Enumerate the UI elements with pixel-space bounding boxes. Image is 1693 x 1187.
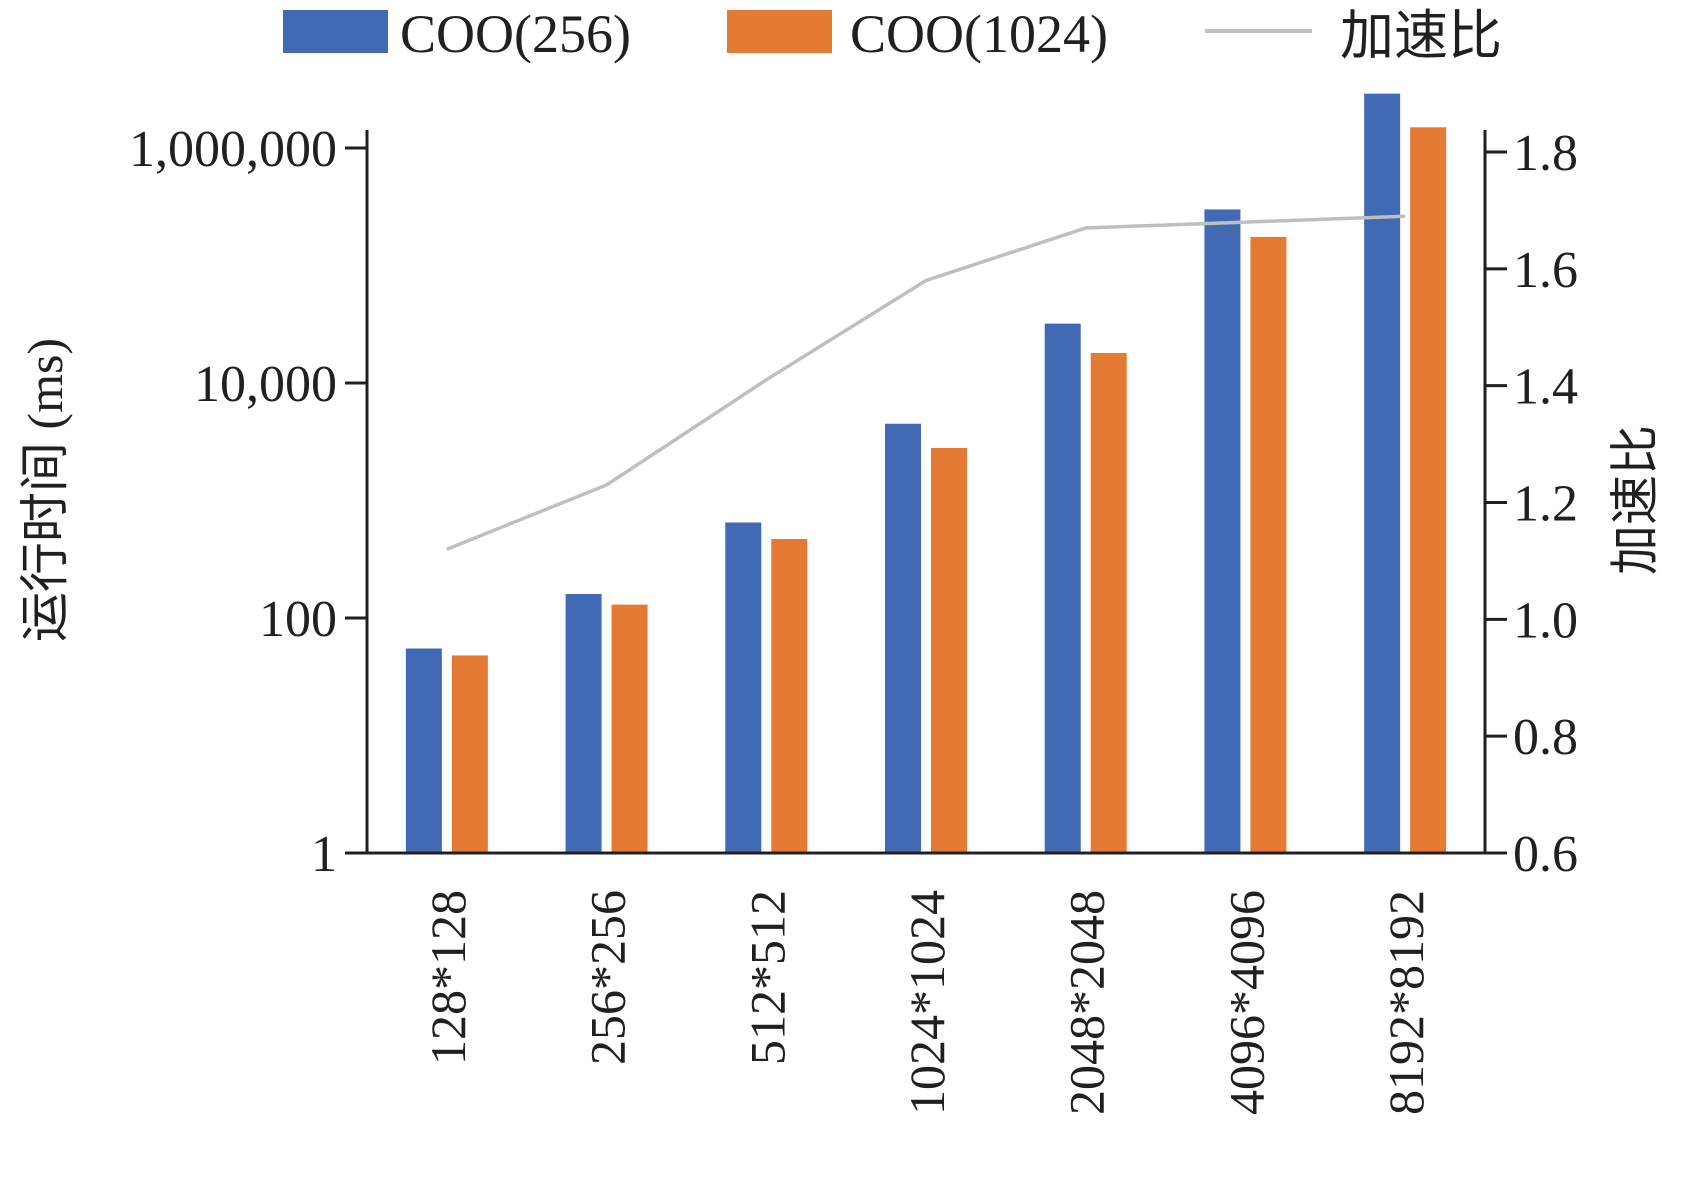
bar-series1-7 <box>1364 93 1401 854</box>
bar-series1-2 <box>565 594 602 853</box>
y2-tick-label: 1.8 <box>1513 125 1578 182</box>
speedup-line-group <box>446 214 1406 551</box>
x-tick-label: 128*128 <box>420 890 476 1065</box>
y2-tick-label: 0.8 <box>1513 709 1578 766</box>
bar-series2-4 <box>931 447 967 853</box>
speedup-point-5 <box>1085 227 1087 229</box>
y-tick-label: 1,000,000 <box>129 121 337 178</box>
x-tick-label: 2048*2048 <box>1059 890 1115 1115</box>
legend-label-coo1024: COO(1024) <box>850 4 1108 64</box>
legend-swatch-coo1024 <box>727 10 832 53</box>
speedup-point-4 <box>925 280 927 282</box>
speedup-point-7 <box>1404 215 1406 217</box>
x-tick-label: 256*256 <box>580 890 636 1065</box>
y2-tick-label: 1.2 <box>1513 476 1578 533</box>
bar-series2-1 <box>451 655 488 853</box>
speedup-point-3 <box>765 379 767 381</box>
bar-series2-2 <box>611 604 648 853</box>
bar-series1-5 <box>1044 323 1081 853</box>
legend-swatch-coo256 <box>283 10 388 53</box>
bar-series1-3 <box>725 522 762 853</box>
legend: COO(256) COO(1024) 加速比 <box>283 4 1502 66</box>
speedup-point-2 <box>606 484 608 486</box>
bar-series2-5 <box>1090 353 1127 853</box>
y-tick-label: 1 <box>311 826 337 883</box>
bar-series2-3 <box>771 539 808 853</box>
bar-series1-6 <box>1204 209 1241 854</box>
y2-tick-label: 1.0 <box>1513 592 1578 649</box>
legend-label-coo256: COO(256) <box>400 4 631 64</box>
bar-series2-6 <box>1250 236 1287 854</box>
x-tick-label: 8192*8192 <box>1378 890 1434 1115</box>
y-tick-label: 10,000 <box>194 356 337 413</box>
y2-tick-label: 0.6 <box>1513 826 1578 883</box>
x-tick-label: 4096*4096 <box>1218 890 1274 1115</box>
y2-tick-label: 1.4 <box>1513 359 1578 416</box>
bar-series1-1 <box>405 648 442 853</box>
y2-axis-title: 加速比 <box>1607 425 1663 575</box>
y-tick-label: 100 <box>259 591 337 648</box>
axes <box>345 130 1507 855</box>
x-tick-label: 512*512 <box>739 890 795 1065</box>
bar-series1-4 <box>885 423 921 853</box>
y-axis-title: 运行时间 (ms) <box>17 338 73 642</box>
speedup-point-6 <box>1244 221 1246 223</box>
legend-label-speedup: 加速比 <box>1340 6 1502 66</box>
x-tick-label: 1024*1024 <box>899 890 955 1115</box>
y2-tick-label: 1.6 <box>1513 242 1578 299</box>
bar-series2-7 <box>1410 127 1447 854</box>
labels: 1 100 10,000 1,000,000 0.6 0.8 1.0 1.2 1.4 1.6 1.8… <box>17 121 1663 1115</box>
speedup-point-1 <box>446 548 448 550</box>
bars <box>405 93 1447 854</box>
